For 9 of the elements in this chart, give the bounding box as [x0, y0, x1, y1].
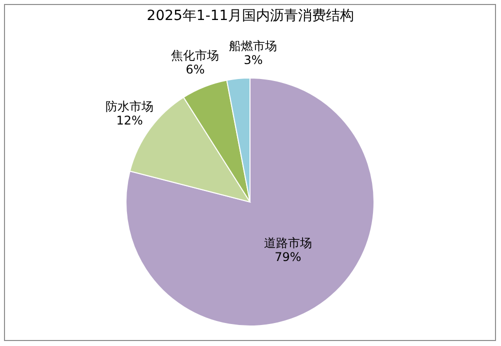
slice-label: 道路市场: [264, 236, 312, 250]
data-label: 3%: [244, 52, 263, 67]
data-label: 79%: [274, 250, 302, 264]
slice-label: 焦化市场: [171, 48, 220, 63]
slice-label: 船燃市场: [229, 38, 278, 53]
data-label: 12%: [116, 114, 143, 128]
data-label: 6%: [186, 62, 205, 77]
slice-label: 防水市场: [106, 100, 154, 114]
chart-title: 2025年1-11月国内沥青消费结构: [146, 8, 354, 24]
